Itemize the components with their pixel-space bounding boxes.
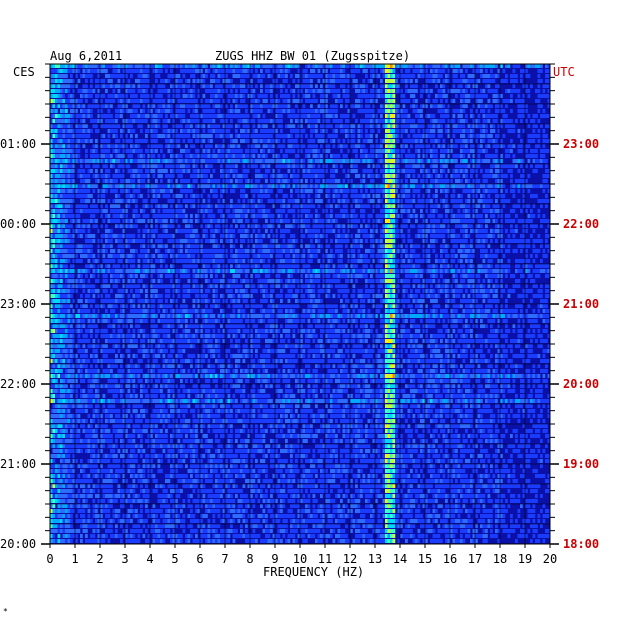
x-axis-title: FREQUENCY (HZ) xyxy=(263,565,365,579)
x-tick-label: 14 xyxy=(392,552,408,566)
station-title: ZUGS HHZ BW 01 (Zugsspitze) xyxy=(215,49,411,63)
x-tick-label: 10 xyxy=(292,552,308,566)
left-time-label: 00:00 xyxy=(0,217,37,231)
x-tick-label: 9 xyxy=(271,552,279,566)
x-axis-ticks xyxy=(49,544,551,548)
x-tick-label: 1 xyxy=(71,552,79,566)
left-time-label: 20:00 xyxy=(0,537,37,551)
right-time-label: 22:00 xyxy=(563,217,600,231)
left-axis-name: CES xyxy=(13,65,35,79)
x-tick-label: 12 xyxy=(342,552,358,566)
x-tick-label: 15 xyxy=(417,552,433,566)
x-tick-label: 20 xyxy=(542,552,558,566)
x-tick-label: 5 xyxy=(171,552,179,566)
x-tick-label: 16 xyxy=(442,552,458,566)
x-tick-label: 17 xyxy=(467,552,483,566)
left-time-label: 23:00 xyxy=(0,297,37,311)
x-tick-label: 11 xyxy=(317,552,333,566)
x-tick-label: 18 xyxy=(492,552,508,566)
x-tick-label: 6 xyxy=(196,552,204,566)
date-label: Aug 6,2011 xyxy=(50,49,123,63)
footer-mark: * xyxy=(3,607,8,616)
right-time-label: 18:00 xyxy=(563,537,600,551)
right-time-label: 21:00 xyxy=(563,297,600,311)
right-axis-name: UTC xyxy=(553,65,575,79)
grid-lines xyxy=(50,64,550,544)
right-time-ticks xyxy=(550,63,559,545)
left-time-label: 22:00 xyxy=(0,377,37,391)
right-time-label: 19:00 xyxy=(563,457,600,471)
x-tick-label: 3 xyxy=(121,552,129,566)
x-tick-label: 8 xyxy=(246,552,254,566)
x-tick-label: 0 xyxy=(46,552,54,566)
x-tick-label: 2 xyxy=(96,552,104,566)
right-time-label: 20:00 xyxy=(563,377,600,391)
right-time-label: 23:00 xyxy=(563,137,600,151)
x-tick-label: 7 xyxy=(221,552,229,566)
x-tick-label: 13 xyxy=(367,552,383,566)
left-time-label: 01:00 xyxy=(0,137,37,151)
left-time-label: 21:00 xyxy=(0,457,37,471)
x-tick-label: 4 xyxy=(146,552,154,566)
x-tick-label: 19 xyxy=(517,552,533,566)
left-time-ticks xyxy=(41,63,50,545)
